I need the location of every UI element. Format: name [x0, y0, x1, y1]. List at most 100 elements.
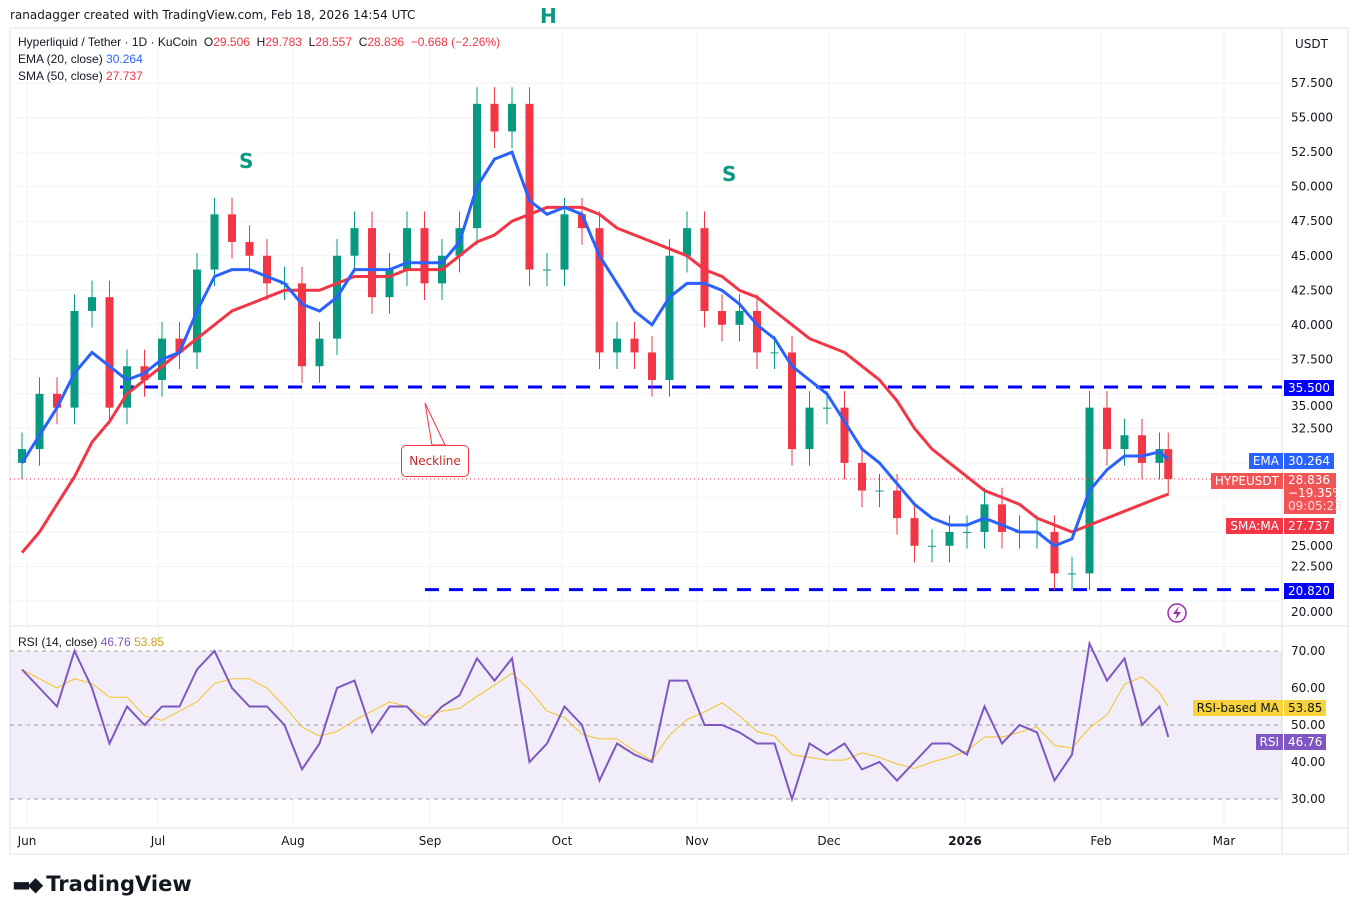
change-value: −0.668 (−2.26%) [410, 35, 501, 49]
price-tick-label: 20.000 [1291, 605, 1333, 619]
lightning-icon [1167, 603, 1187, 623]
neckline-pointer [424, 402, 446, 446]
ema-price-tag: 30.264 [1284, 453, 1334, 469]
time-tick-label: Nov [685, 834, 708, 848]
candle-body [385, 269, 394, 298]
rsi-ma-value: 53.85 [134, 635, 165, 649]
rsi-tag: 46.76 [1284, 734, 1327, 750]
candle-body [875, 490, 884, 492]
support-price-tag: 20.820 [1284, 583, 1334, 599]
close-value: 28.836 [367, 35, 405, 49]
sma-legend[interactable]: SMA (50, close) 27.737 [18, 69, 143, 83]
candle-body [893, 490, 901, 519]
rsi-tick-label: 50.00 [1291, 718, 1325, 732]
time-tick-label: Feb [1090, 834, 1111, 848]
sma-label: SMA (50, close) [18, 69, 103, 83]
candle-body [1164, 449, 1173, 479]
candle-body [1155, 449, 1164, 463]
sma-value: 27.737 [106, 69, 143, 83]
time-tick-label: Jul [150, 834, 165, 848]
price-tick-label: 45.000 [1291, 249, 1333, 263]
high-label: H [256, 35, 266, 49]
last-price: 28.836 [1288, 473, 1330, 487]
candle-body [210, 214, 219, 270]
low-value: 28.557 [315, 35, 353, 49]
candle-body [648, 352, 656, 381]
candle-body [105, 297, 114, 408]
candle-body [88, 297, 96, 311]
rsi-tick-label: 30.00 [1291, 792, 1325, 806]
candle-body [245, 241, 254, 256]
candle-body [175, 338, 184, 353]
candle-body [123, 366, 131, 408]
rsi-tick-label: 70.00 [1291, 644, 1325, 658]
time-tick-label: Dec [817, 834, 840, 848]
rsi-tick-label: 60.00 [1291, 681, 1325, 695]
candle-body [578, 214, 586, 229]
close-label: C [358, 35, 368, 49]
last-change: −19.35% [1288, 486, 1344, 500]
bar-countdown: 09:05:23 [1288, 499, 1342, 513]
ema-value: 30.264 [106, 52, 143, 66]
candle-body [263, 255, 271, 284]
candle-body [770, 352, 779, 354]
candle-body [788, 352, 796, 450]
candle-body [735, 310, 744, 325]
ema-name-tag: EMA [1248, 453, 1283, 469]
right-shoulder-label: S [722, 162, 737, 186]
open-value: 29.506 [213, 35, 250, 49]
last-price-tag: 28.836 −19.35% 09:05:23 [1284, 473, 1344, 514]
price-tick-label: 55.000 [1291, 111, 1333, 125]
time-tick-label: Jun [17, 834, 37, 848]
candle-body [525, 103, 534, 270]
brand-name: TradingView [46, 872, 192, 896]
candle-body [298, 283, 306, 367]
price-tick-label: 57.500 [1291, 76, 1333, 90]
candle-body [70, 310, 79, 408]
rsi-ma-tag: 53.85 [1284, 700, 1327, 716]
symbol-legend: Hyperliquid / Tether · 1D · KuCoin O29.5… [18, 35, 500, 49]
rsi-line [21, 640, 1170, 803]
head-label: H [540, 4, 557, 28]
sma-price-tag: 27.737 [1284, 518, 1334, 534]
price-tick-label: 47.500 [1291, 214, 1333, 228]
price-tick-label: 32.500 [1291, 421, 1333, 435]
symbol-name-tag: HYPEUSDT [1210, 473, 1283, 489]
tradingview-logo[interactable]: ▬◆ TradingView [12, 872, 192, 896]
candle-body [1050, 531, 1059, 574]
candle-body [840, 407, 849, 463]
time-tick-label: Sep [419, 834, 442, 848]
candle-body [403, 228, 411, 270]
candle-body [35, 393, 44, 450]
rsi-value: 46.76 [100, 635, 131, 649]
lightning-icon-ring [1167, 603, 1187, 623]
candle-body [1138, 435, 1146, 463]
time-tick-label: Mar [1213, 834, 1236, 848]
low-label: L [308, 35, 316, 49]
rsi-legend[interactable]: RSI (14, close) 46.76 53.85 [18, 635, 164, 649]
candle-body [595, 228, 604, 353]
price-tick-label: 50.000 [1291, 180, 1333, 194]
candle-body [508, 103, 516, 132]
candle-body [858, 462, 866, 491]
price-tick-label: 37.500 [1291, 352, 1333, 366]
candle-body [315, 338, 324, 367]
ema-legend[interactable]: EMA (20, close) 30.264 [18, 52, 143, 66]
candle-body [350, 228, 359, 256]
high-value: 29.783 [265, 35, 302, 49]
ema-line [20, 150, 1170, 548]
candle-body [473, 103, 481, 229]
candle-body [805, 407, 814, 450]
ema-label: EMA (20, close) [18, 52, 103, 66]
candle-body [368, 228, 376, 298]
time-tick-label: Oct [552, 834, 573, 848]
chart-frame [9, 27, 1349, 855]
lightning-icon-bolt [1173, 606, 1181, 620]
rsi-name-tag: RSI [1255, 734, 1283, 750]
symbol-name[interactable]: Hyperliquid / Tether · 1D · KuCoin [18, 35, 198, 49]
neckline-callout[interactable]: Neckline [401, 445, 469, 477]
currency-label[interactable]: USDT [1295, 37, 1328, 51]
price-tick-label: 52.500 [1291, 145, 1333, 159]
